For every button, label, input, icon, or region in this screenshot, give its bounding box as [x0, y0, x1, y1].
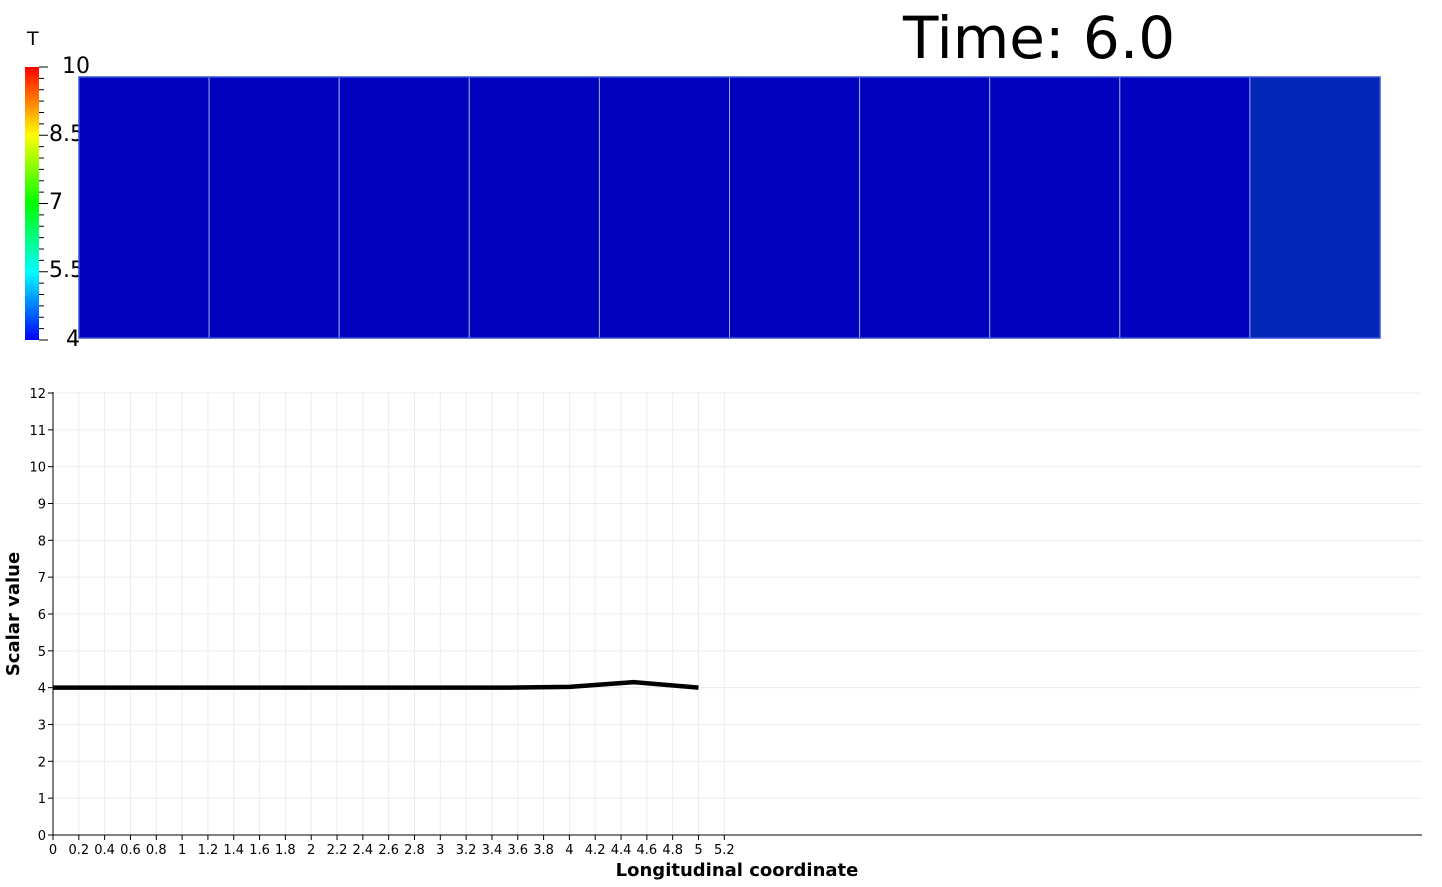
- x-tick-label: 4.4: [611, 843, 632, 858]
- colorbar-tick-label-5.5: 5.5: [49, 258, 84, 283]
- x-tick-label: 3.6: [507, 843, 528, 858]
- y-tick-label: 8: [38, 534, 46, 549]
- y-tick-label: 10: [29, 461, 46, 476]
- y-tick-label: 0: [38, 829, 46, 844]
- x-tick-label: 3: [436, 843, 444, 858]
- domain-cell: [468, 76, 600, 339]
- domain-cell: [859, 76, 991, 339]
- domain-cell: [989, 76, 1121, 339]
- y-tick-label: 11: [29, 424, 46, 439]
- x-tick-label: 3.4: [482, 843, 503, 858]
- y-tick-label: 12: [29, 387, 46, 402]
- domain-cell: [338, 76, 470, 339]
- colorbar-title: T: [26, 28, 39, 50]
- colorbar-tick-label-8.5: 8.5: [49, 122, 84, 147]
- x-tick-label: 1.6: [249, 843, 270, 858]
- x-tick-label: 5.2: [714, 843, 735, 858]
- colorbar-tick-label-7: 7: [49, 190, 63, 215]
- domain-cell: [208, 76, 340, 339]
- domain-cell: [598, 76, 731, 339]
- colorbar-tick-label-10: 10: [62, 54, 90, 79]
- y-tick-label: 6: [38, 608, 46, 623]
- y-tick-label: 2: [38, 755, 46, 770]
- x-axis-title: Longitudinal coordinate: [616, 860, 859, 881]
- color-legend: T 10 8.5 7 5.5 4: [25, 28, 90, 352]
- x-tick-label: 4.2: [585, 843, 606, 858]
- x-tick-label: 1.2: [198, 843, 219, 858]
- x-tick-label: 4: [565, 843, 573, 858]
- colorbar-tick-label-4: 4: [66, 327, 80, 352]
- time-label: Time: 6.0: [902, 4, 1175, 72]
- y-tick-label: 5: [38, 645, 46, 660]
- x-tick-label: 5: [694, 843, 702, 858]
- x-tick-label: 0.2: [68, 843, 89, 858]
- domain-cell: [1249, 76, 1381, 339]
- y-tick-label: 4: [38, 682, 46, 697]
- x-tick-label: 4.8: [662, 843, 683, 858]
- y-tick-label: 7: [38, 571, 46, 586]
- domain-view: [78, 76, 1381, 339]
- x-tick-label: 1.8: [275, 843, 296, 858]
- x-tick-label: 1.4: [223, 843, 244, 858]
- x-tick-label: 2.2: [327, 843, 348, 858]
- y-tick-label: 9: [38, 498, 46, 513]
- x-tick-label: 2.6: [378, 843, 399, 858]
- y-tick-label: 3: [38, 719, 46, 734]
- x-tick-label: 2.4: [352, 843, 373, 858]
- line-plot: 0 0.2 0.4 0.6 0.8 1 1.2 1.4 1.6 1.8 2 2.2 2.4 2.6 2.8 3…: [3, 387, 1422, 881]
- y-axis-title: Scalar value: [3, 552, 24, 676]
- series-group: [53, 679, 699, 690]
- x-tick-label: 1: [178, 843, 186, 858]
- x-tick-label: 0: [49, 843, 57, 858]
- x-tick-label: 4.6: [637, 843, 658, 858]
- domain-cell: [78, 76, 210, 339]
- x-tick-label: 3.8: [533, 843, 554, 858]
- x-tick-label: 0.4: [94, 843, 115, 858]
- y-tick-label: 1: [38, 792, 46, 807]
- domain-cell: [1119, 76, 1251, 339]
- colorbar-gradient: [25, 67, 39, 340]
- x-axis-ticks: 0 0.2 0.4 0.6 0.8 1 1.2 1.4 1.6 1.8 2 2.2 2.4 2.6 2.8 3…: [49, 835, 735, 858]
- colorbar-ticks: [39, 66, 48, 341]
- x-tick-label: 2: [307, 843, 315, 858]
- domain-border: [78, 76, 1381, 339]
- grid-lines: [52, 392, 1422, 836]
- x-tick-label: 3.2: [456, 843, 477, 858]
- x-tick-label: 2.8: [404, 843, 425, 858]
- x-tick-label: 0.6: [120, 843, 141, 858]
- series-line: [53, 679, 699, 690]
- domain-cell: [729, 76, 861, 339]
- x-tick-label: 0.8: [146, 843, 167, 858]
